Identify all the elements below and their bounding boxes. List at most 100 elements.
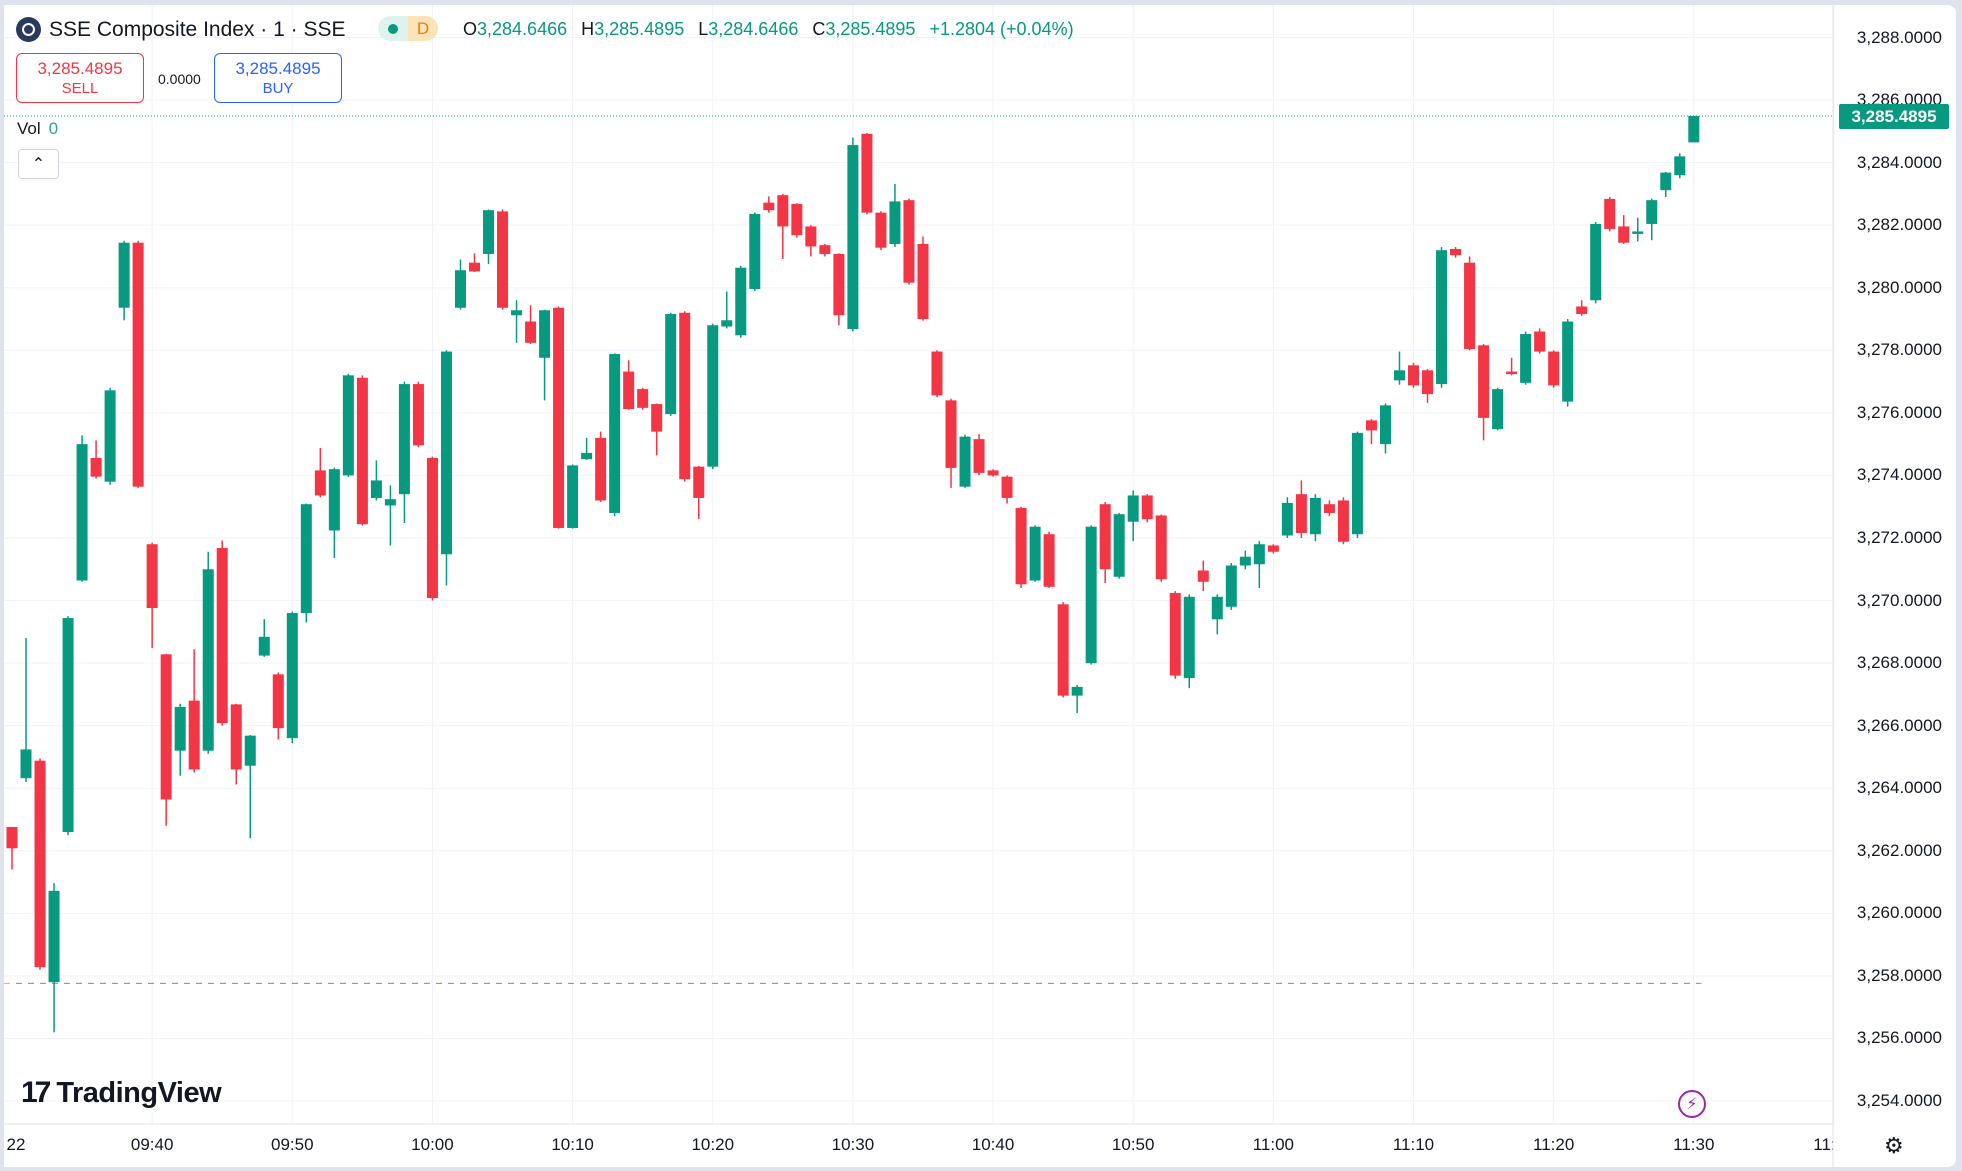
candle (945, 398, 957, 488)
candle (370, 460, 382, 501)
buy-button[interactable]: 3,285.4895 BUY (214, 53, 342, 103)
candle (146, 542, 158, 649)
candle (917, 236, 929, 321)
candle (1253, 541, 1265, 589)
candle (1141, 494, 1153, 523)
candle-body (272, 674, 284, 729)
candle-body (1099, 504, 1111, 570)
candle-body (777, 195, 789, 227)
candle (314, 447, 326, 498)
candle-body (889, 201, 901, 244)
candle-body (819, 245, 831, 254)
candle-body (1548, 351, 1560, 386)
candle (1548, 350, 1560, 388)
candle-body (1351, 432, 1363, 535)
candle (525, 305, 537, 345)
candle (777, 193, 789, 259)
candle-body (693, 466, 705, 498)
candle-body (721, 320, 733, 327)
candle (272, 672, 284, 740)
open-label: O (463, 19, 478, 39)
candle-body (1464, 262, 1476, 350)
high-label: H (581, 19, 595, 39)
candle-body (146, 544, 158, 609)
ohlc-legend: O3,284.6466 H3,285.4895 L3,284.6466 C3,2… (463, 19, 1083, 40)
lightning-icon[interactable]: ⚡︎ (1678, 1090, 1706, 1118)
tradingview-logo-text: TradingView (56, 1076, 222, 1109)
candle (735, 265, 747, 338)
candle (132, 240, 144, 488)
candle-body (833, 253, 845, 316)
candle-body (1604, 198, 1616, 229)
candle (1099, 502, 1111, 584)
candle-body (1225, 565, 1237, 607)
candle-body (1001, 476, 1013, 498)
tradingview-logo[interactable]: 17 TradingView (21, 1076, 222, 1110)
candle (286, 611, 298, 744)
candle (623, 360, 635, 410)
collapse-legend-button[interactable]: ⌃ (18, 149, 59, 179)
candle-body (1393, 370, 1405, 381)
candle (216, 540, 228, 726)
price-tick-label: 3,256.0000 (1856, 1028, 1942, 1048)
candle (342, 373, 354, 477)
candle-body (230, 704, 242, 770)
candle (1043, 531, 1055, 589)
candle (1015, 506, 1027, 589)
candle (1632, 217, 1644, 242)
candle (244, 735, 256, 839)
candle (118, 240, 130, 321)
candle (483, 209, 495, 264)
volume-label: Vol (17, 119, 41, 138)
volume-legend[interactable]: Vol 0 (17, 119, 58, 139)
candle (1029, 525, 1041, 582)
candle (1393, 351, 1405, 385)
candle-body (132, 242, 144, 487)
candle-body (370, 480, 382, 498)
candle-body (1365, 420, 1377, 431)
symbol-title[interactable]: SSE Composite Index · 1 · SSE (49, 18, 346, 41)
candle-body (567, 465, 579, 528)
candle-body (553, 307, 565, 528)
candle-body (581, 452, 593, 460)
settings-gear-icon[interactable]: ⚙ (1884, 1133, 1904, 1158)
candle-body (987, 470, 999, 476)
candle (62, 616, 74, 836)
candle (412, 381, 424, 448)
price-tick-label: 3,276.0000 (1856, 402, 1942, 422)
candle-body (511, 310, 523, 316)
candle (1155, 514, 1167, 582)
candle-body (763, 202, 775, 211)
candle-body (791, 203, 803, 236)
candle (637, 387, 649, 410)
candle (959, 434, 971, 488)
candle-body (917, 243, 929, 320)
candle-body (384, 499, 396, 506)
sell-button[interactable]: 3,285.4895 SELL (16, 53, 144, 103)
candle (426, 456, 438, 601)
candle (861, 132, 873, 215)
candle-body (216, 547, 228, 724)
low-label: L (698, 19, 709, 39)
price-tick-label: 3,254.0000 (1856, 1091, 1942, 1111)
chart-panel[interactable]: SSE Composite Index · 1 · SSE D O3,284.6… (4, 5, 1956, 1167)
candle (48, 883, 60, 1033)
candle (581, 437, 593, 460)
price-tick-label: 3,264.0000 (1856, 778, 1942, 798)
candle (1071, 684, 1083, 714)
market-status-badge[interactable]: D (378, 16, 438, 41)
candle (174, 703, 186, 776)
candle (763, 196, 775, 213)
price-tick-label: 3,268.0000 (1856, 653, 1942, 673)
candle-body (1015, 507, 1027, 585)
candle-body (973, 439, 985, 473)
candle-body (1576, 306, 1588, 315)
candle-body (805, 226, 817, 247)
candlestick-chart[interactable] (4, 5, 1956, 1167)
candle-body (1239, 556, 1251, 566)
candle (1478, 344, 1490, 441)
spread-value: 0.0000 (158, 71, 201, 87)
candle (609, 353, 621, 517)
candle (1183, 594, 1195, 689)
candle-body (286, 613, 298, 739)
